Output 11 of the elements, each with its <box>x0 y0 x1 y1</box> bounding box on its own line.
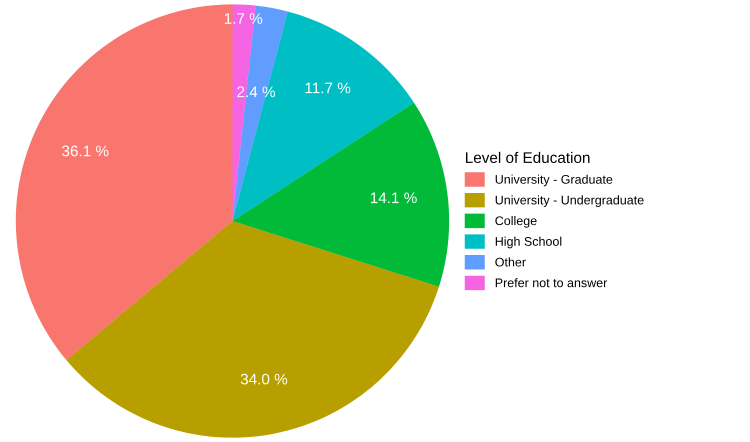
data-label: 11.7 % <box>306 82 350 94</box>
data-label: 14.1 % <box>370 192 417 204</box>
data-label: 36.1 % <box>62 146 108 156</box>
legend-label: College <box>495 216 537 228</box>
legend-label: University - Undergraduate <box>496 195 644 207</box>
legend-label: Prefer not to answer <box>496 278 608 288</box>
data-label: 34.0 % <box>240 374 288 385</box>
legend-title: Level of Education <box>466 152 590 164</box>
legend-label: Other <box>495 257 526 267</box>
legend-label: High School <box>496 236 562 248</box>
legend-label: University - Graduate <box>496 174 612 186</box>
